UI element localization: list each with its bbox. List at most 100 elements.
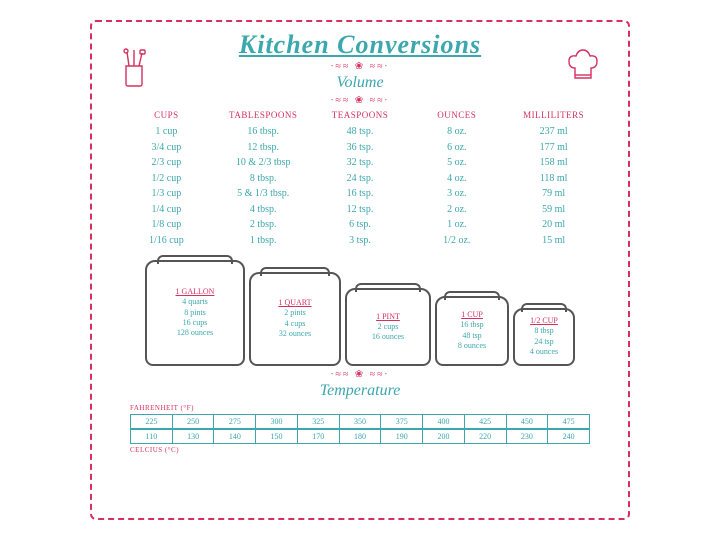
- jar-line: 16 cups: [183, 318, 208, 328]
- table-cell: 1/2 oz.: [410, 233, 503, 249]
- temp-cell: 300: [256, 415, 298, 429]
- jar-line: 4 cups: [285, 319, 306, 329]
- table-cell: 24 tsp.: [314, 171, 407, 187]
- table-cell: 237 ml: [507, 124, 600, 140]
- col-cups: CUPS: [120, 110, 213, 120]
- table-cell: 20 ml: [507, 217, 600, 233]
- jar-line: 16 tbsp: [460, 320, 483, 330]
- temp-cell: 240: [548, 430, 590, 444]
- volume-table: CUPS TABLESPOONS TEASPOONS OUNCES MILLIL…: [120, 110, 600, 248]
- jar-title: 1 QUART: [278, 298, 311, 307]
- temp-cell: 400: [423, 415, 465, 429]
- jar-gallon: 1 GALLON 4 quarts 8 pints 16 cups 128 ou…: [145, 260, 245, 366]
- page-title: Kitchen Conversions: [110, 30, 610, 60]
- temp-cell: 190: [381, 430, 423, 444]
- table-cell: 8 oz.: [410, 124, 503, 140]
- jar-quart: 1 QUART 2 pints 4 cups 32 ounces: [249, 272, 341, 366]
- jar-title: 1 PINT: [376, 312, 400, 321]
- jar-line: 48 tsp: [462, 331, 481, 341]
- table-cell: 1 cup: [120, 124, 213, 140]
- celsius-label: CELCIUS (°C): [130, 446, 590, 454]
- jar-line: 24 tsp: [534, 337, 553, 347]
- jar-title: 1 CUP: [461, 310, 483, 319]
- table-cell: 2/3 cup: [120, 155, 213, 171]
- table-cell: 1/4 cup: [120, 202, 213, 218]
- col-teaspoons: TEASPOONS: [314, 110, 407, 120]
- col-milliliters: MILLILITERS: [507, 110, 600, 120]
- table-cell: 16 tbsp.: [217, 124, 310, 140]
- temp-cell: 275: [214, 415, 256, 429]
- table-cell: 177 ml: [507, 140, 600, 156]
- temp-cell: 250: [173, 415, 215, 429]
- temperature-table: FAHRENHEIT (°F) 225250275300325350375400…: [130, 404, 590, 454]
- col-tablespoons: TABLESPOONS: [217, 110, 310, 120]
- temp-cell: 110: [131, 430, 173, 444]
- jar-line: 4 quarts: [182, 297, 208, 307]
- table-cell: 1/8 cup: [120, 217, 213, 233]
- temp-cell: 425: [465, 415, 507, 429]
- table-cell: 158 ml: [507, 155, 600, 171]
- table-cell: 8 tbsp.: [217, 171, 310, 187]
- temp-cell: 230: [507, 430, 549, 444]
- temp-cell: 350: [340, 415, 382, 429]
- table-cell: 16 tsp.: [314, 186, 407, 202]
- volume-heading: Volume: [110, 74, 610, 92]
- jar-line: 16 ounces: [372, 332, 404, 342]
- jar-title: 1 GALLON: [176, 287, 215, 296]
- temp-cell: 150: [256, 430, 298, 444]
- table-cell: 1/16 cup: [120, 233, 213, 249]
- temp-cell: 200: [423, 430, 465, 444]
- table-cell: 10 & 2/3 tbsp: [217, 155, 310, 171]
- table-cell: 36 tsp.: [314, 140, 407, 156]
- table-cell: 48 tsp.: [314, 124, 407, 140]
- jar-line: 8 ounces: [458, 341, 486, 351]
- jar-row: 1 GALLON 4 quarts 8 pints 16 cups 128 ou…: [110, 254, 610, 366]
- temp-cell: 170: [298, 430, 340, 444]
- table-cell: 5 oz.: [410, 155, 503, 171]
- table-cell: 3 tsp.: [314, 233, 407, 249]
- temp-cell: 130: [173, 430, 215, 444]
- temp-cell: 220: [465, 430, 507, 444]
- table-cell: 6 oz.: [410, 140, 503, 156]
- jar-line: 8 pints: [184, 308, 206, 318]
- table-cell: 6 tsp.: [314, 217, 407, 233]
- fahrenheit-label: FAHRENHEIT (°F): [130, 404, 590, 412]
- jar-cup: 1 CUP 16 tbsp 48 tsp 8 ounces: [435, 296, 509, 366]
- flourish-mid: ∙≈≈ ❀ ≈≈∙: [110, 370, 610, 380]
- flourish-top: ∙≈≈ ❀ ≈≈∙: [110, 62, 610, 72]
- jar-line: 32 ounces: [279, 329, 311, 339]
- table-cell: 59 ml: [507, 202, 600, 218]
- col-ounces: OUNCES: [410, 110, 503, 120]
- table-cell: 1 oz.: [410, 217, 503, 233]
- temp-cell: 180: [340, 430, 382, 444]
- jar-line: 128 ounces: [177, 328, 213, 338]
- jar-line: 4 ounces: [530, 347, 558, 357]
- fahrenheit-row: 225250275300325350375400425450475: [130, 414, 590, 429]
- jar-pint: 1 PINT 2 cups 16 ounces: [345, 288, 431, 366]
- table-cell: 79 ml: [507, 186, 600, 202]
- jar-line: 8 tbsp: [534, 326, 553, 336]
- temp-cell: 325: [298, 415, 340, 429]
- table-cell: 1 tbsp.: [217, 233, 310, 249]
- temperature-heading: Temperature: [110, 382, 610, 400]
- chef-hat-icon: [564, 48, 602, 94]
- temp-cell: 375: [381, 415, 423, 429]
- jar-line: 2 cups: [378, 322, 399, 332]
- celsius-row: 110130140150170180190200220230240: [130, 429, 590, 444]
- table-cell: 2 tbsp.: [217, 217, 310, 233]
- jar-title: 1/2 CUP: [530, 316, 558, 325]
- conversion-card: Kitchen Conversions ∙≈≈ ❀ ≈≈∙ Volume ∙≈≈…: [90, 20, 630, 520]
- table-cell: 15 ml: [507, 233, 600, 249]
- table-cell: 4 oz.: [410, 171, 503, 187]
- table-cell: 32 tsp.: [314, 155, 407, 171]
- temp-cell: 475: [548, 415, 590, 429]
- table-cell: 118 ml: [507, 171, 600, 187]
- table-cell: 4 tbsp.: [217, 202, 310, 218]
- table-cell: 1/2 cup: [120, 171, 213, 187]
- temp-cell: 450: [507, 415, 549, 429]
- jar-line: 2 pints: [284, 308, 306, 318]
- flourish-top2: ∙≈≈ ❀ ≈≈∙: [110, 96, 610, 106]
- temp-cell: 225: [131, 415, 173, 429]
- temp-cell: 140: [214, 430, 256, 444]
- jar-halfcup: 1/2 CUP 8 tbsp 24 tsp 4 ounces: [513, 308, 575, 366]
